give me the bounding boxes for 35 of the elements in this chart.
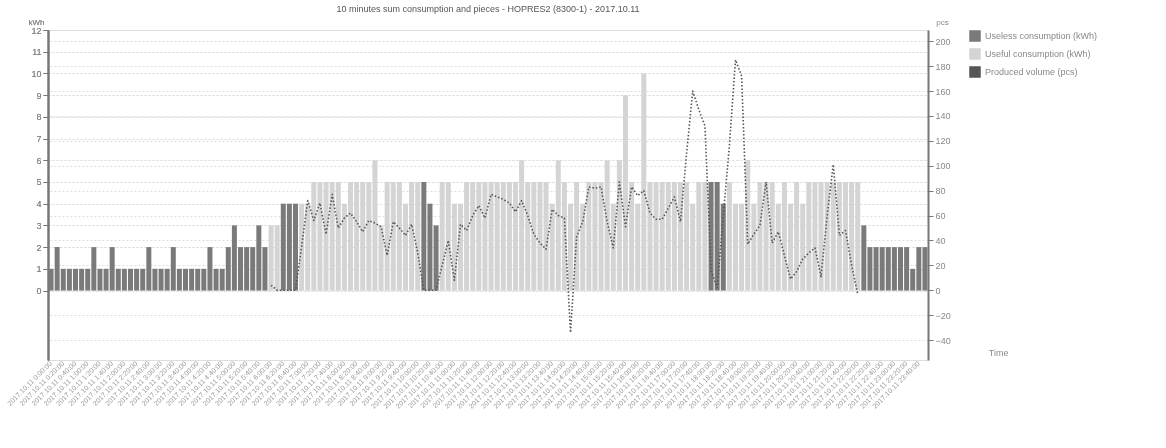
y2-tick-label: −20 (935, 310, 951, 321)
y-tick-label: 12 (31, 25, 42, 36)
x-axis-title: Time (988, 347, 1009, 358)
y2-tick-label: 40 (935, 235, 946, 246)
y-tick-label: 10 (31, 68, 42, 79)
y-tick-label: 9 (36, 90, 42, 101)
y2-tick-label: 20 (935, 260, 946, 271)
y-tick-label: 3 (36, 220, 42, 231)
legend-label: Useless consumption (kWh) (985, 31, 1098, 41)
y-tick-label: 6 (36, 155, 42, 166)
y-tick-label: 5 (36, 177, 42, 188)
y-tick-label: 0 (36, 286, 42, 297)
y2-tick-label: 160 (935, 86, 951, 97)
y2-tick-label: 180 (935, 61, 951, 72)
chart-title: 10 minutes sum consumption and pieces - HOPRES2 (8300-1) - 2017.10.11 (336, 4, 640, 14)
y2-axis-title: pcs (936, 17, 949, 27)
line-series (270, 59, 859, 334)
legend-label: Useful consumption (kWh) (985, 49, 1091, 59)
y-tick-label: 2 (36, 242, 42, 253)
legend-label: Produced volume (pcs) (985, 67, 1078, 77)
y2-tick-label: 0 (935, 285, 941, 296)
y-tick-label: 7 (36, 134, 42, 145)
y2-tick-label: 200 (935, 36, 951, 47)
y-tick-label: 1 (36, 264, 42, 275)
y-tick-label: 8 (36, 112, 42, 123)
y-tick-label: 11 (32, 47, 42, 58)
y-axis-title: kWh (28, 17, 45, 27)
y2-tick-label: 60 (935, 211, 946, 222)
y2-tick-label: −40 (935, 335, 951, 346)
y2-tick-label: 120 (935, 136, 951, 147)
bar (433, 225, 439, 291)
y2-tick-label: 100 (935, 161, 951, 172)
y-tick-label: 4 (36, 199, 42, 210)
y2-tick-label: 140 (935, 111, 951, 122)
y2-tick-label: 80 (935, 186, 946, 197)
